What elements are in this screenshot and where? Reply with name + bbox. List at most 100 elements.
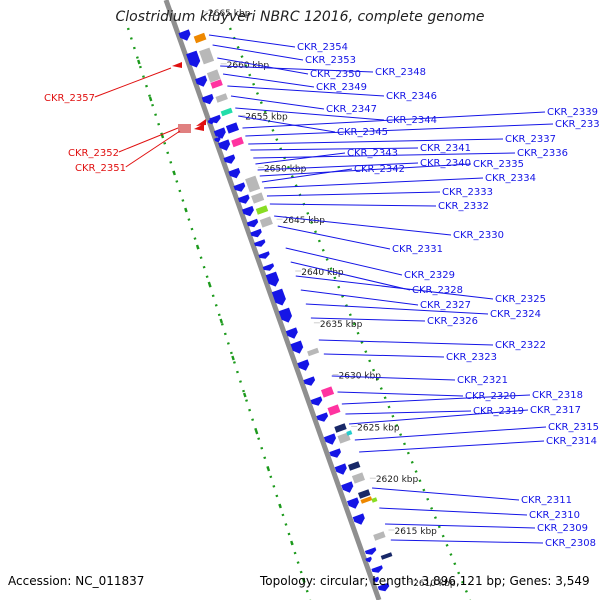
gene-label[interactable]: CKR_2321 [457,375,508,386]
gene-feature-block [380,552,393,560]
forward-gene-arrow [303,376,316,386]
gene-feature-block [206,69,221,83]
gene-label[interactable]: CKR_2345 [337,127,388,138]
gene-label[interactable]: CKR_2341 [420,143,471,154]
gene-label[interactable]: CKR_2323 [446,352,497,363]
gene-label[interactable]: CKR_2315 [548,422,599,433]
label-leader-line [238,115,336,133]
forward-gene-arrow [347,497,359,509]
gene-label[interactable]: CKR_2346 [386,91,437,102]
gene-label[interactable]: CKR_2324 [490,309,541,320]
gene-label[interactable]: CKR_2343 [347,148,398,159]
gene-feature-block [371,497,378,503]
gene-label[interactable]: CKR_2340 [420,158,471,169]
gene-label[interactable]: CKR_2353 [305,55,356,66]
gene-label[interactable]: CKR_2318 [532,390,583,401]
gene-label[interactable]: CKR_2308 [545,538,596,549]
ruler-dash [137,59,141,65]
gene-feature-block [334,423,347,433]
label-leader-line [242,111,546,129]
label-leader-line [257,162,419,171]
gene-label[interactable]: CKR_2327 [420,300,471,311]
gene-label[interactable]: CKR_2326 [427,316,478,327]
gene-label[interactable]: CKR_2354 [297,42,348,53]
label-leader-line [253,152,516,159]
ruler-dot-line [228,27,472,600]
ruler-dash [195,244,200,250]
label-leader-line [277,225,391,250]
gene-feature-block [225,122,239,134]
gene-label[interactable]: CKR_2336 [517,148,568,159]
kbp-mark-label: 2615 kbp [394,527,437,537]
gene-label[interactable]: CKR_2352 [68,148,119,159]
forward-gene-arrow [271,288,286,306]
label-leader-line [264,177,484,189]
gene-label[interactable]: CKR_2349 [316,82,367,93]
kbp-mark-label: 2650 kbp [264,164,307,174]
gene-label[interactable]: CKR_2344 [386,115,437,126]
forward-gene-arrow [297,359,310,371]
gene-label[interactable]: CKR_2351 [75,163,126,174]
map-title: Clostridium kluyveri NBRC 12016, complet… [115,9,485,25]
forward-gene-arrow [278,307,292,323]
gene-feature-block [215,93,228,103]
forward-gene-arrow [372,576,379,583]
gene-feature-block [337,432,351,444]
gene-label[interactable]: CKR_2331 [392,244,443,255]
gene-label[interactable]: CKR_2329 [404,270,455,281]
gene-label[interactable]: CKR_2330 [453,230,504,241]
gene-label[interactable]: CKR_2332 [438,201,489,212]
gene-label[interactable]: CKR_2342 [354,164,405,175]
gene-label[interactable]: CKR_2347 [326,104,377,115]
kbp-mark-label: 2610 kbp [413,579,456,589]
gene-label[interactable]: CKR_2348 [375,67,426,78]
label-leader-line [290,261,411,291]
gene-label[interactable]: CKR_2311 [521,495,572,506]
gene-label[interactable]: CKR_2334 [485,173,536,184]
label-leader-line [345,410,472,415]
label-leader-line [354,426,547,441]
label-leader-line [125,130,181,168]
gene-label[interactable]: CKR_2335 [473,159,524,170]
gene-label[interactable]: CKR_2319 [473,406,524,417]
gene-label[interactable]: CKR_2310 [529,510,580,521]
label-leader-line [230,95,325,110]
label-leader-line [245,123,554,137]
gene-label[interactable]: CKR_2338 [555,119,600,130]
forward-gene-arrow [237,194,250,204]
ruler-dots [126,27,472,600]
forward-gene-arrow [290,340,304,354]
gene-feature-block [245,175,261,193]
label-leader-line [318,339,494,346]
gene-feature-block [307,347,320,357]
kbp-mark-label: 2660 kbp [227,61,270,71]
forward-gene-arrow [214,136,221,143]
forward-gene-arrow [262,263,275,271]
accession-text: Accession: NC_011837 [8,574,145,588]
gene-label[interactable]: CKR_2350 [310,69,361,80]
gene-label[interactable]: CKR_2317 [530,405,581,416]
label-leader-line [227,85,385,97]
gene-label[interactable]: CKR_2339 [547,107,598,118]
forward-gene-arrow [223,154,236,164]
gene-label[interactable]: CKR_2333 [442,187,493,198]
label-leader-line [259,163,472,177]
gene-label[interactable]: CKR_2337 [505,134,556,145]
gene-label[interactable]: CKR_2320 [465,391,516,402]
gene-label[interactable]: CKR_2357 [44,93,95,104]
gene-feature-block [373,531,386,541]
forward-gene-arrow [352,513,365,525]
ruler-dash [231,355,235,361]
ruler-dash [207,281,212,287]
kbp-mark-label: 2655 kbp [245,113,288,123]
gene-label[interactable]: CKR_2309 [537,523,588,534]
label-leader-line [212,44,304,61]
label-leader-line [261,168,353,183]
ruler-dash [148,96,153,102]
gene-label[interactable]: CKR_2314 [546,436,597,447]
gene-label[interactable]: CKR_2322 [495,340,546,351]
gene-label[interactable]: CKR_2325 [495,294,546,305]
gene-feature-block [321,386,335,398]
gene-label[interactable]: CKR_2328 [412,285,463,296]
